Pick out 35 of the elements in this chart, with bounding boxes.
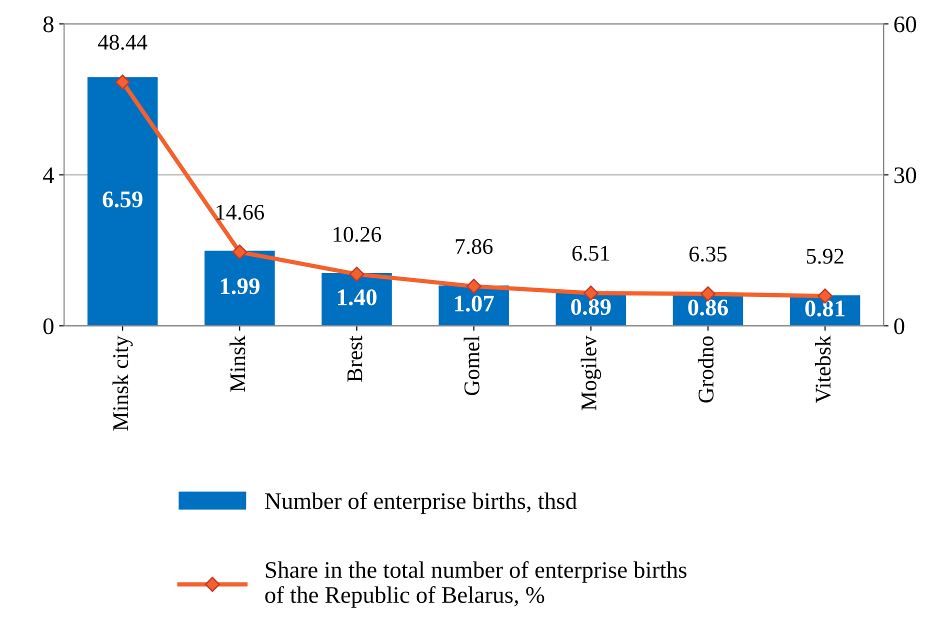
x-tick-label: Brest bbox=[348, 336, 362, 382]
data-label: 7.86 bbox=[456, 238, 493, 254]
data-label: 0.81 bbox=[805, 300, 844, 317]
y2-tick-label: 60 bbox=[894, 16, 916, 32]
data-label: 0.89 bbox=[571, 299, 611, 316]
x-tick-label: Minsk bbox=[230, 336, 246, 392]
data-label: 1.40 bbox=[338, 289, 377, 306]
data-label: 5.92 bbox=[806, 248, 844, 264]
point bbox=[466, 278, 482, 294]
data-label: 0.86 bbox=[688, 300, 728, 316]
data-label: 1.99 bbox=[220, 278, 260, 294]
data-label: 1.07 bbox=[455, 296, 494, 312]
y-tick-label: 8 bbox=[43, 16, 54, 32]
x-tick-label: Gomel bbox=[464, 336, 480, 396]
data-label: 6.59 bbox=[102, 192, 142, 208]
y-tick-label: 4 bbox=[42, 168, 54, 184]
x-tick-label: Vitebsk bbox=[814, 336, 831, 404]
data-label: 10.26 bbox=[334, 226, 382, 242]
legend-label: Number of enterprise births, thsd bbox=[265, 492, 577, 514]
y-tick-label: 0 bbox=[43, 318, 54, 334]
x-tick-label: Mogilev bbox=[580, 336, 602, 410]
point bbox=[115, 74, 130, 90]
y2-tick-label: 30 bbox=[894, 167, 916, 184]
point bbox=[232, 244, 248, 260]
data-label: 14.66 bbox=[216, 204, 264, 220]
y2-tick-label: 0 bbox=[894, 318, 904, 334]
data-label: 6.35 bbox=[689, 246, 727, 262]
data-label: 48.44 bbox=[98, 34, 148, 50]
point bbox=[349, 266, 364, 282]
x-tick-label: Minsk city bbox=[112, 336, 133, 431]
legend-label: Share in the total number of enterprise births of the Republic of Belarus, % bbox=[265, 561, 686, 608]
bar bbox=[87, 77, 158, 326]
bar bbox=[204, 250, 275, 326]
data-label: 6.51 bbox=[572, 246, 610, 261]
x-tick-label: Grodno bbox=[698, 336, 714, 403]
